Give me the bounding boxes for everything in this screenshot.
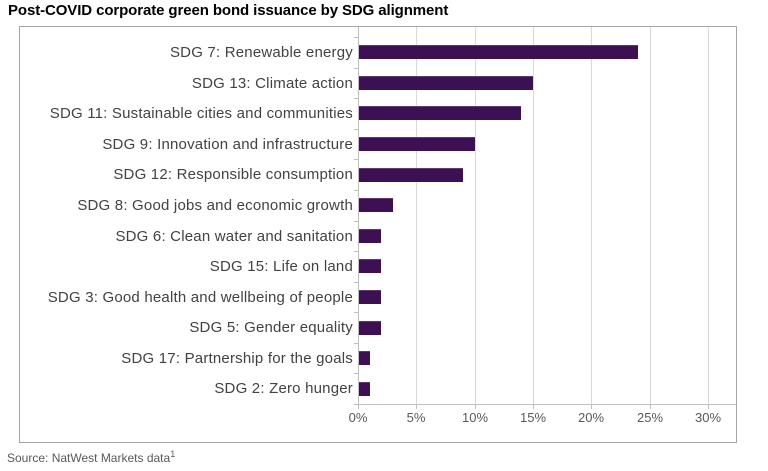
bar xyxy=(359,168,463,182)
bar xyxy=(359,45,638,59)
category-label: SDG 3: Good health and wellbeing of peop… xyxy=(47,289,353,306)
value-axis-tick-label: 20% xyxy=(577,410,605,425)
bar xyxy=(359,106,521,120)
category-axis-tick xyxy=(354,129,358,130)
value-axis-tick-label: 25% xyxy=(636,410,664,425)
source-note: Source: NatWest Markets data1 xyxy=(7,449,175,465)
value-axis-tick-label: 15% xyxy=(519,410,547,425)
gridline xyxy=(650,27,651,404)
category-label: SDG 2: Zero hunger xyxy=(214,380,353,397)
category-axis-tick xyxy=(354,159,358,160)
category-axis-tick xyxy=(354,282,358,283)
value-axis-tick-label: 5% xyxy=(406,410,426,425)
value-axis-tick xyxy=(708,404,709,409)
category-axis-tick xyxy=(354,98,358,99)
category-label: SDG 12: Responsible consumption xyxy=(113,166,353,183)
category-label: SDG 6: Clean water and sanitation xyxy=(115,228,353,245)
bar xyxy=(359,76,533,90)
value-axis-tick xyxy=(358,404,359,409)
gridline xyxy=(475,27,476,404)
category-axis-tick xyxy=(354,343,358,344)
category-label: SDG 11: Sustainable cities and communiti… xyxy=(49,105,353,122)
bar xyxy=(359,290,381,304)
gridline xyxy=(708,27,709,404)
chart-title: Post-COVID corporate green bond issuance… xyxy=(8,2,449,19)
category-axis-tick xyxy=(354,68,358,69)
value-axis-tick xyxy=(533,404,534,409)
value-axis-tick xyxy=(591,404,592,409)
category-label: SDG 5: Gender equality xyxy=(189,319,353,336)
gridline xyxy=(591,27,592,404)
gridline xyxy=(533,27,534,404)
category-axis-tick xyxy=(354,404,358,405)
chart-plot-border: 0% 5% 10% 15% 20% 25% 30% SDG 7: Renewable ener… xyxy=(19,26,737,443)
value-axis-tick xyxy=(650,404,651,409)
category-axis-line xyxy=(358,27,359,404)
category-axis-tick xyxy=(354,190,358,191)
category-axis-tick xyxy=(354,312,358,313)
bar xyxy=(359,351,370,365)
bar xyxy=(359,259,381,273)
category-label: SDG 9: Innovation and infrastructure xyxy=(102,136,353,153)
category-label: SDG 8: Good jobs and economic growth xyxy=(77,197,353,214)
bar xyxy=(359,382,370,396)
bar xyxy=(359,137,475,151)
value-axis-tick-label: 0% xyxy=(348,410,368,425)
source-superscript: 1 xyxy=(170,449,176,459)
bar xyxy=(359,198,393,212)
source-text: Source: NatWest Markets data xyxy=(7,451,171,465)
value-axis-tick xyxy=(475,404,476,409)
value-axis-line xyxy=(358,404,736,405)
category-axis-tick xyxy=(354,221,358,222)
category-label: SDG 7: Renewable energy xyxy=(169,44,353,61)
gridline xyxy=(416,27,417,404)
category-label: SDG 13: Climate action xyxy=(191,75,353,92)
category-label: SDG 17: Partnership for the goals xyxy=(121,350,353,367)
category-axis-tick xyxy=(354,251,358,252)
bar xyxy=(359,321,381,335)
value-axis-tick-label: 30% xyxy=(694,410,722,425)
bar xyxy=(359,229,381,243)
value-axis-tick-label: 10% xyxy=(461,410,489,425)
category-axis-tick xyxy=(354,373,358,374)
category-axis-tick xyxy=(354,37,358,38)
value-axis-tick xyxy=(416,404,417,409)
category-label: SDG 15: Life on land xyxy=(209,258,353,275)
